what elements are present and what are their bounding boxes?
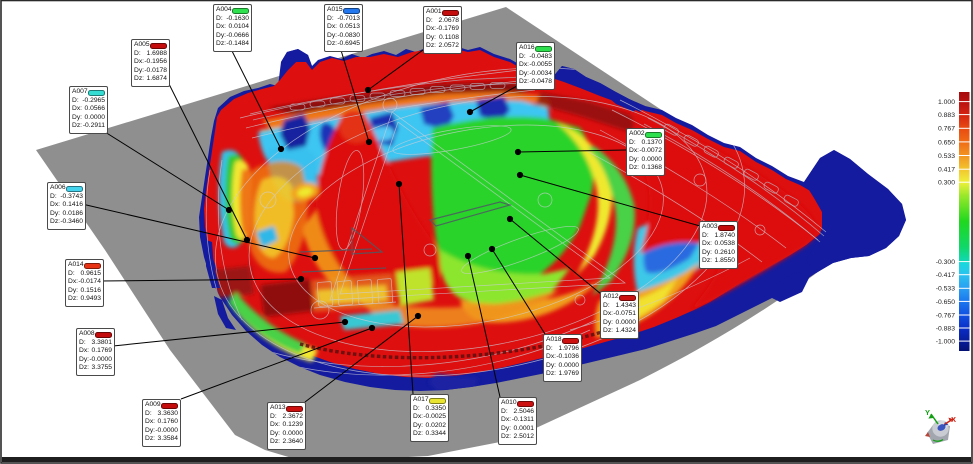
svg-text:-0.767: -0.767: [936, 312, 955, 319]
svg-text:-0.883: -0.883: [936, 325, 955, 332]
svg-text:-0.417: -0.417: [936, 272, 955, 279]
svg-text:-1.000: -1.000: [936, 339, 955, 346]
svg-text:Y: Y: [925, 408, 930, 417]
svg-text:0.650: 0.650: [938, 139, 955, 146]
svg-text:0.533: 0.533: [938, 153, 955, 160]
svg-text:0.300: 0.300: [938, 180, 955, 187]
svg-text:0.417: 0.417: [938, 167, 955, 174]
svg-text:-0.533: -0.533: [936, 286, 955, 293]
svg-text:1.000: 1.000: [938, 99, 955, 106]
svg-text:0.767: 0.767: [938, 126, 955, 133]
svg-text:0.883: 0.883: [938, 112, 955, 119]
svg-text:-0.650: -0.650: [936, 299, 955, 306]
svg-text:-0.300: -0.300: [936, 259, 955, 266]
svg-text:X: X: [951, 415, 956, 424]
